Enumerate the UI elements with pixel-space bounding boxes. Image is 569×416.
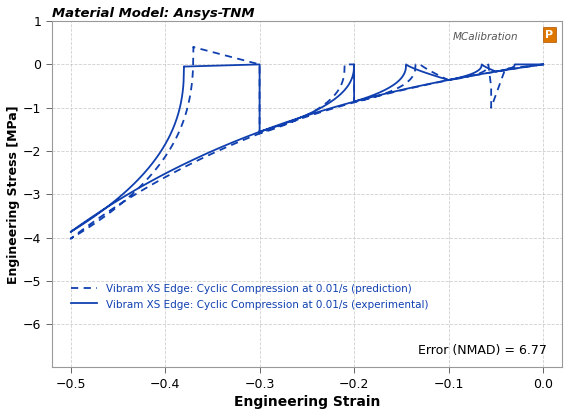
Text: P: P <box>545 30 554 40</box>
Vibram XS Edge: Cyclic Compression at 0.01/s (experimental): (-0.425, -2.82): Cyclic Compression at 0.01/s (experiment… <box>138 184 145 189</box>
Vibram XS Edge: Cyclic Compression at 0.01/s (prediction): (-0.37, 0.4): Cyclic Compression at 0.01/s (prediction… <box>190 45 197 50</box>
Vibram XS Edge: Cyclic Compression at 0.01/s (experimental): (-0.225, -0.868): Cyclic Compression at 0.01/s (experiment… <box>327 99 334 104</box>
Text: MCalibration: MCalibration <box>453 32 519 42</box>
Line: Vibram XS Edge: Cyclic Compression at 0.01/s (prediction): Vibram XS Edge: Cyclic Compression at 0.… <box>71 47 543 239</box>
Vibram XS Edge: Cyclic Compression at 0.01/s (experimental): (-0.0859, -0.289): Cyclic Compression at 0.01/s (experiment… <box>459 74 465 79</box>
Vibram XS Edge: Cyclic Compression at 0.01/s (experimental): (-0, -0): Cyclic Compression at 0.01/s (experiment… <box>540 62 547 67</box>
Vibram XS Edge: Cyclic Compression at 0.01/s (prediction): (-0.2, -0.826): Cyclic Compression at 0.01/s (prediction… <box>351 98 357 103</box>
Legend: Vibram XS Edge: Cyclic Compression at 0.01/s (prediction), Vibram XS Edge: Cycli: Vibram XS Edge: Cyclic Compression at 0.… <box>67 280 432 314</box>
Vibram XS Edge: Cyclic Compression at 0.01/s (prediction): (-0.273, -1.4): Cyclic Compression at 0.01/s (prediction… <box>282 122 288 127</box>
Vibram XS Edge: Cyclic Compression at 0.01/s (prediction): (-0.5, -4.03): Cyclic Compression at 0.01/s (prediction… <box>67 236 74 241</box>
Vibram XS Edge: Cyclic Compression at 0.01/s (prediction): (-0, -0): Cyclic Compression at 0.01/s (prediction… <box>540 62 547 67</box>
Vibram XS Edge: Cyclic Compression at 0.01/s (experimental): (-0, 0): Cyclic Compression at 0.01/s (experiment… <box>540 62 547 67</box>
Vibram XS Edge: Cyclic Compression at 0.01/s (prediction): (-0.486, -3.83): Cyclic Compression at 0.01/s (prediction… <box>81 228 88 233</box>
Text: Error (NMAD) = 6.77: Error (NMAD) = 6.77 <box>418 344 547 357</box>
Vibram XS Edge: Cyclic Compression at 0.01/s (experimental): (-0.0565, -0.105): Cyclic Compression at 0.01/s (experiment… <box>486 67 493 72</box>
Vibram XS Edge: Cyclic Compression at 0.01/s (prediction): (-0.0868, -0.316): Cyclic Compression at 0.01/s (prediction… <box>457 76 464 81</box>
Vibram XS Edge: Cyclic Compression at 0.01/s (experimental): (-0.5, -3.87): Cyclic Compression at 0.01/s (experiment… <box>67 230 74 235</box>
Vibram XS Edge: Cyclic Compression at 0.01/s (prediction): (-0.308, 0.0471): Cyclic Compression at 0.01/s (prediction… <box>249 60 255 65</box>
Vibram XS Edge: Cyclic Compression at 0.01/s (experimental): (-0.2, -0.535): Cyclic Compression at 0.01/s (experiment… <box>351 85 357 90</box>
Vibram XS Edge: Cyclic Compression at 0.01/s (prediction): (-0.246, -1.12): Cyclic Compression at 0.01/s (prediction… <box>307 111 314 116</box>
Text: Material Model: Ansys-TNM: Material Model: Ansys-TNM <box>52 7 254 20</box>
Vibram XS Edge: Cyclic Compression at 0.01/s (experimental): (-0.00245, 0): Cyclic Compression at 0.01/s (experiment… <box>538 62 545 67</box>
Line: Vibram XS Edge: Cyclic Compression at 0.01/s (experimental): Vibram XS Edge: Cyclic Compression at 0.… <box>71 64 543 232</box>
X-axis label: Engineering Strain: Engineering Strain <box>234 395 380 409</box>
Vibram XS Edge: Cyclic Compression at 0.01/s (prediction): (-0, 0): Cyclic Compression at 0.01/s (prediction… <box>540 62 547 67</box>
Y-axis label: Engineering Stress [MPa]: Engineering Stress [MPa] <box>7 105 20 284</box>
